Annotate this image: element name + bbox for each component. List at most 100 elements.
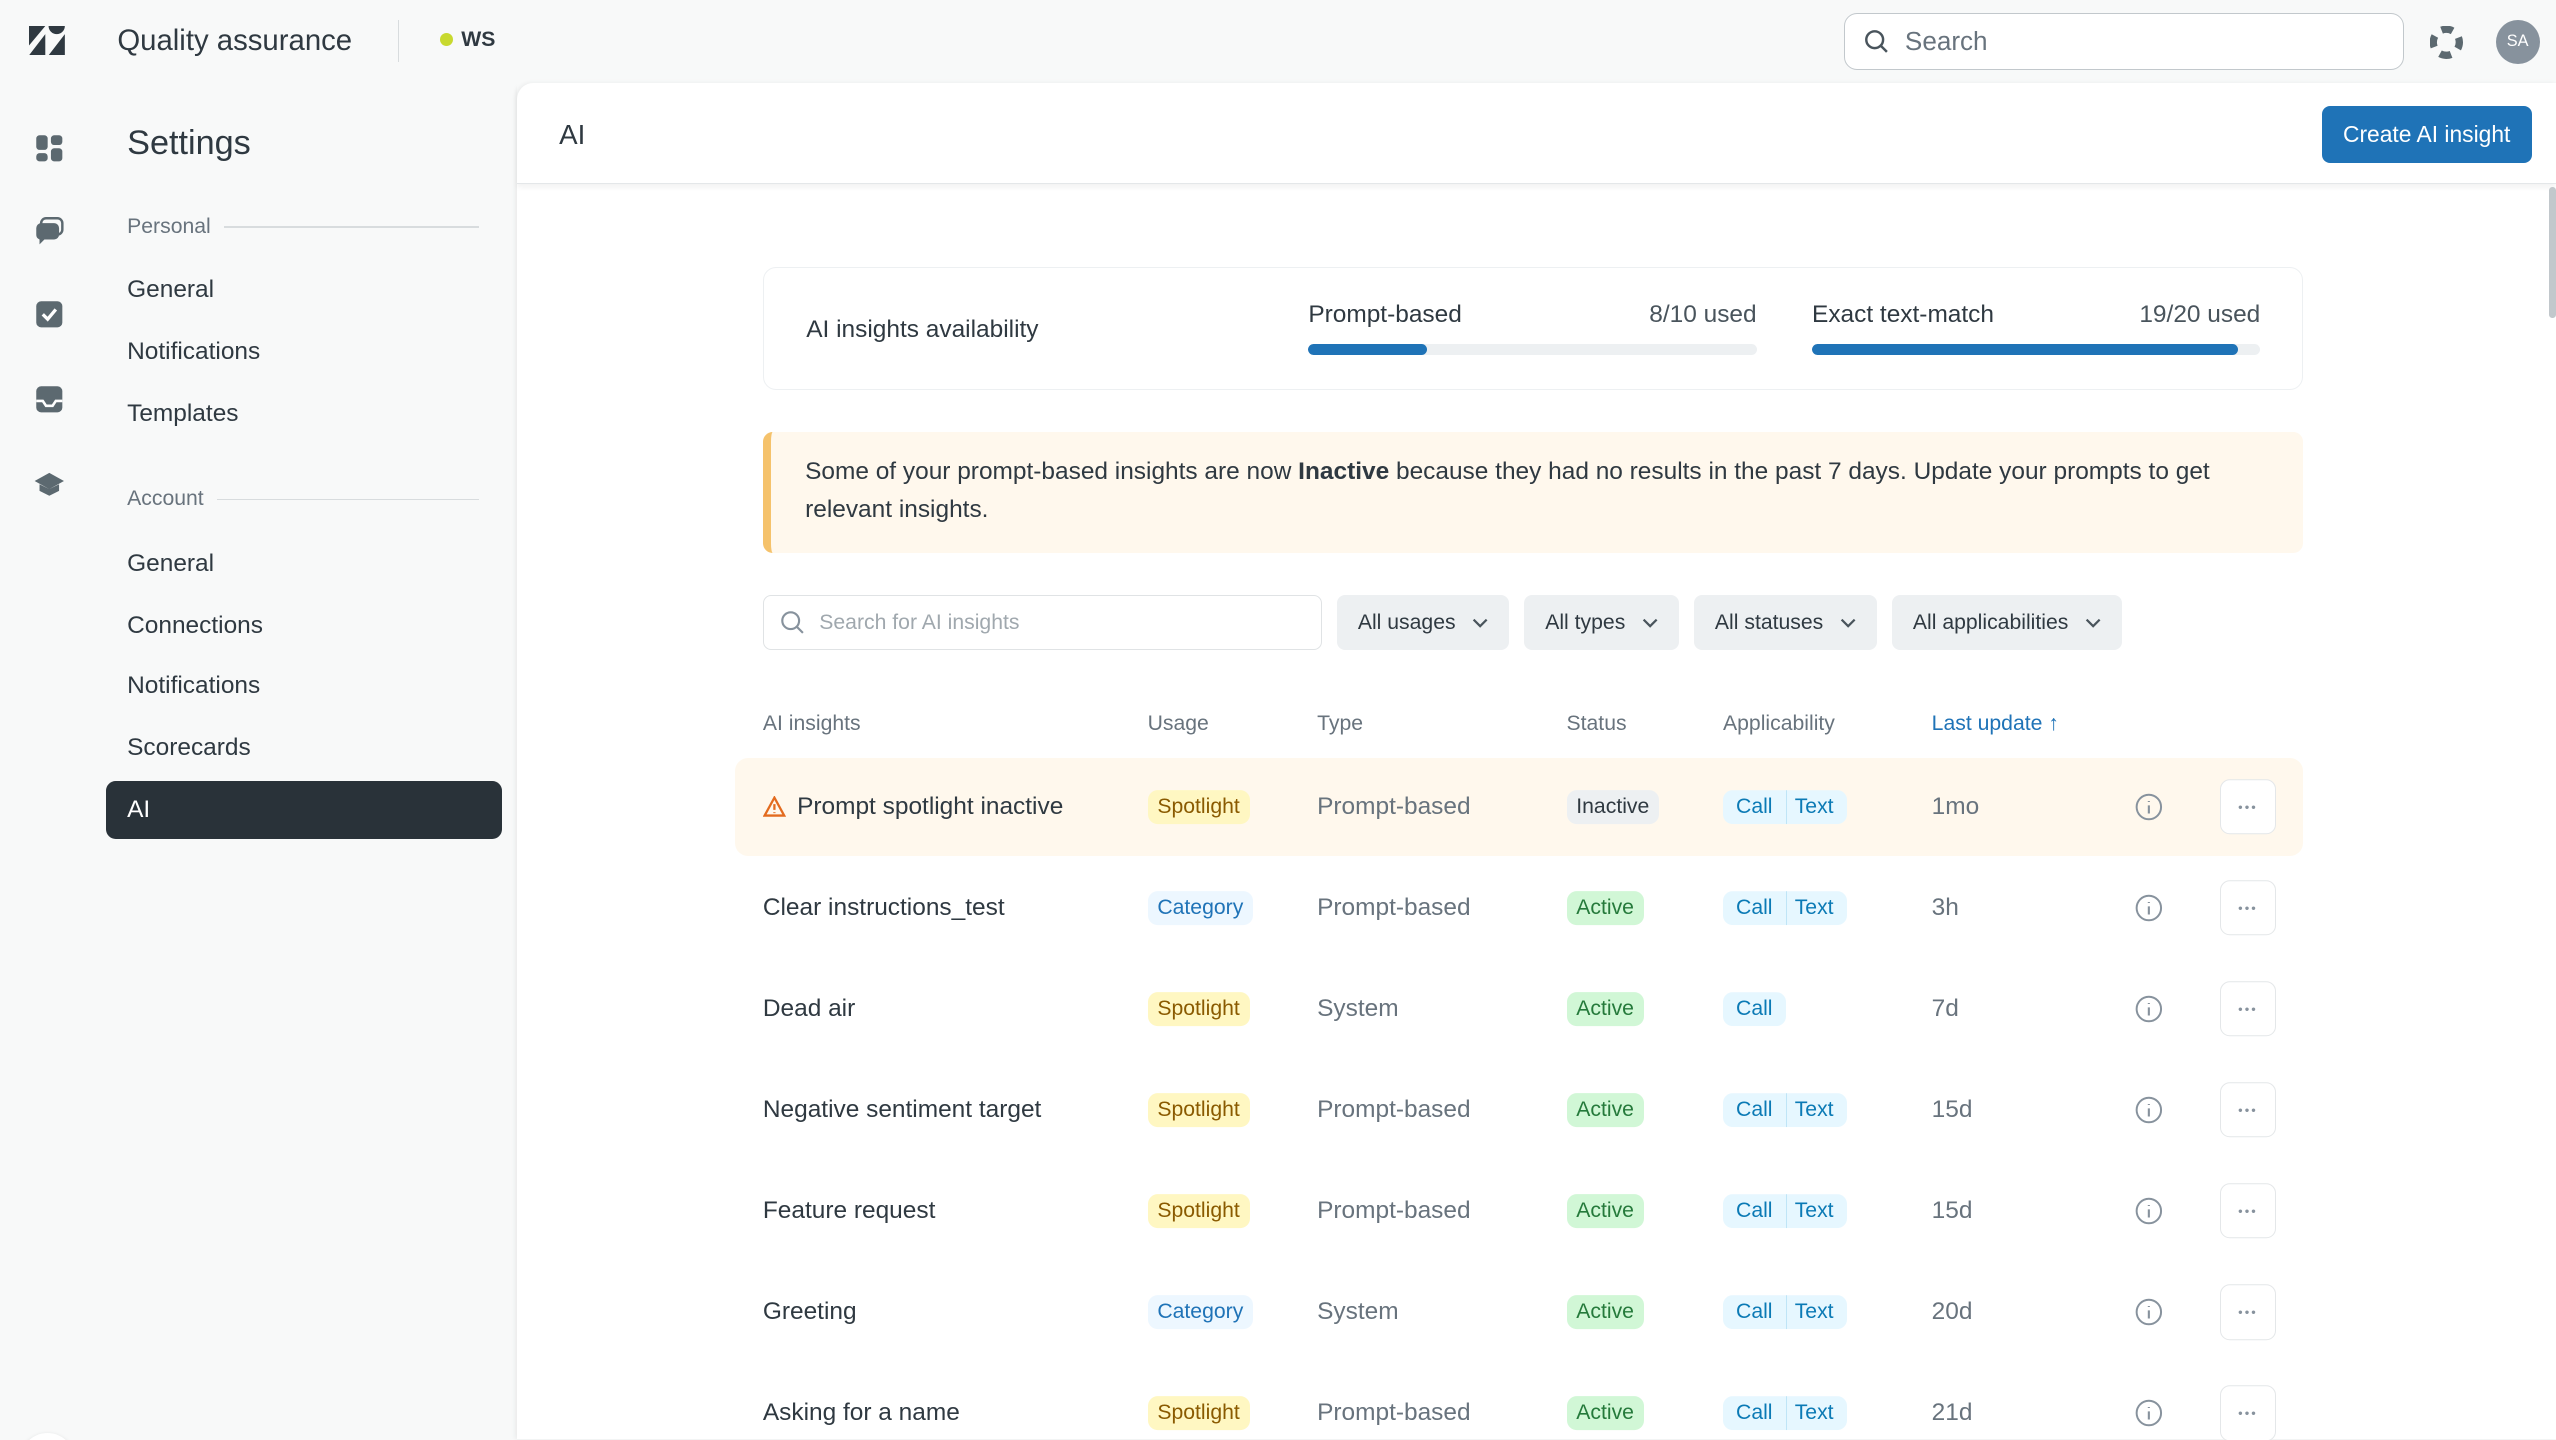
section-personal: Personal	[127, 215, 480, 239]
table-row[interactable]: Greeting Category System Active Call Text…	[735, 1263, 2303, 1361]
chevron-down-icon	[1642, 618, 1658, 628]
nav-account-notifications[interactable]: Notifications	[127, 672, 261, 700]
col-last-update[interactable]: Last update ↑	[1932, 712, 2059, 736]
info-icon[interactable]	[2135, 793, 2163, 821]
applicability-group: Call Text	[1722, 1396, 1847, 1431]
applicability-chip: Call	[1722, 1093, 1786, 1127]
last-update: 3h	[1931, 893, 1959, 921]
nav-personal-templates[interactable]: Templates	[127, 400, 239, 428]
ellipsis-icon: ●●●	[2238, 1105, 2258, 1115]
insight-name[interactable]: Greeting	[763, 1298, 857, 1326]
reviews-check-icon[interactable]	[33, 298, 66, 331]
inactive-warning-banner: Some of your prompt-based insights are n…	[762, 431, 2304, 553]
ellipsis-icon: ●●●	[2238, 1206, 2258, 1216]
search-icon	[781, 611, 804, 635]
insight-name[interactable]: Clear instructions_test	[763, 894, 1005, 922]
ellipsis-icon: ●●●	[2238, 1408, 2258, 1418]
info-icon[interactable]	[2135, 894, 2163, 922]
warning-triangle-icon	[762, 796, 786, 817]
insight-name[interactable]: Asking for a name	[763, 1399, 960, 1427]
usage-filter[interactable]: All usages	[1336, 594, 1510, 651]
workspace-label: WS	[461, 27, 496, 51]
info-icon[interactable]	[2135, 1298, 2163, 1326]
info-icon[interactable]	[2135, 995, 2163, 1023]
workspace-switcher[interactable]: WS	[440, 28, 495, 52]
availability-label: AI insights availability	[806, 315, 1039, 343]
more-options-button[interactable]: ●●●	[2220, 779, 2276, 835]
insight-name[interactable]: Negative sentiment target	[763, 1096, 1041, 1124]
banner-text: Some of your prompt-based insights are n…	[805, 458, 1299, 486]
status-filter[interactable]: All statuses	[1693, 594, 1878, 651]
meter-used: 8/10 used	[1649, 300, 1757, 328]
insight-name-text: Feature request	[762, 1197, 936, 1225]
col-type[interactable]: Type	[1317, 712, 1364, 736]
table-row[interactable]: Negative sentiment target Spotlight Prom…	[735, 1061, 2303, 1159]
global-search-input[interactable]: Search	[1843, 13, 2405, 71]
applicability-chip: Text	[1785, 1194, 1847, 1228]
type-filter[interactable]: All types	[1524, 594, 1680, 651]
col-ai-insights[interactable]: AI insights	[762, 712, 861, 736]
usage-badge: Spotlight	[1147, 992, 1250, 1026]
col-status[interactable]: Status	[1566, 712, 1627, 736]
table-row[interactable]: Feature request Spotlight Prompt-based A…	[735, 1162, 2303, 1260]
app-title: Quality assurance	[117, 24, 353, 58]
applicability-group: Call Text	[1722, 1093, 1847, 1127]
ellipsis-icon: ●●●	[2238, 1004, 2258, 1014]
insight-name[interactable]: Prompt spotlight inactive	[762, 792, 1064, 821]
chevron-down-icon	[1472, 618, 1488, 628]
meter-label: Exact text-match	[1812, 300, 1994, 328]
settings-title: Settings	[127, 123, 251, 162]
collapse-sidebar-button[interactable]	[19, 1432, 75, 1440]
insight-type: Prompt-based	[1317, 1096, 1471, 1124]
applicability-group: Call	[1722, 992, 1786, 1026]
applicability-chip: Text	[1785, 1396, 1847, 1431]
more-options-button[interactable]: ●●●	[2220, 981, 2276, 1037]
nav-personal-general[interactable]: General	[127, 276, 215, 304]
chevron-down-icon	[2085, 618, 2101, 628]
scrollbar[interactable]	[2549, 187, 2556, 318]
info-icon[interactable]	[2135, 1399, 2163, 1427]
last-update: 1mo	[1931, 792, 1980, 820]
applicability-chip: Call	[1722, 790, 1786, 824]
last-update: 7d	[1931, 994, 1959, 1022]
applicability-group: Call Text	[1722, 790, 1847, 824]
table-row[interactable]: Asking for a name Spotlight Prompt-based…	[735, 1364, 2303, 1440]
nav-account-general[interactable]: General	[127, 549, 215, 577]
table-row[interactable]: Clear instructions_test Category Prompt-…	[735, 859, 2303, 957]
dashboard-icon[interactable]	[33, 132, 66, 165]
help-lifebuoy-icon[interactable]	[2430, 26, 2464, 59]
user-avatar[interactable]: SA	[2495, 19, 2540, 64]
applicability-filter[interactable]: All applicabilities	[1891, 594, 2123, 651]
table-row[interactable]: Prompt spotlight inactive Spotlight Prom…	[735, 757, 2304, 856]
more-options-button[interactable]: ●●●	[2220, 1183, 2276, 1239]
info-icon[interactable]	[2135, 1197, 2163, 1225]
filter-label: All statuses	[1714, 610, 1824, 634]
nav-personal-notifications[interactable]: Notifications	[127, 338, 261, 366]
more-options-button[interactable]: ●●●	[2220, 880, 2276, 936]
col-applicability[interactable]: Applicability	[1723, 712, 1835, 736]
nav-account-ai[interactable]: AI	[105, 780, 503, 840]
status-badge: Active	[1566, 992, 1644, 1026]
nav-account-connections[interactable]: Connections	[127, 611, 263, 639]
table-row[interactable]: Dead air Spotlight System Active Call 7d…	[735, 960, 2303, 1058]
applicability-chip: Call	[1722, 1194, 1786, 1228]
col-usage[interactable]: Usage	[1147, 712, 1209, 736]
info-icon[interactable]	[2135, 1096, 2163, 1124]
inbox-icon[interactable]	[33, 383, 66, 416]
status-badge: Active	[1566, 891, 1644, 925]
conversations-icon[interactable]	[33, 215, 66, 248]
more-options-button[interactable]: ●●●	[2220, 1385, 2276, 1440]
more-options-button[interactable]: ●●●	[2220, 1284, 2276, 1340]
last-update: 15d	[1931, 1197, 1973, 1225]
insight-name-text: Prompt spotlight inactive	[797, 792, 1064, 820]
insight-name[interactable]: Dead air	[763, 995, 855, 1023]
zendesk-logo-icon[interactable]	[29, 26, 66, 56]
progress-fill	[1812, 343, 2238, 355]
ellipsis-icon: ●●●	[2238, 903, 2258, 913]
insight-search-input[interactable]: Search for AI insights	[762, 594, 1322, 651]
insight-name[interactable]: Feature request	[763, 1197, 936, 1225]
create-ai-insight-button[interactable]: Create AI insight	[2321, 105, 2532, 163]
coaching-graduation-icon[interactable]	[33, 468, 66, 501]
nav-account-scorecards[interactable]: Scorecards	[127, 734, 251, 762]
more-options-button[interactable]: ●●●	[2220, 1082, 2276, 1138]
